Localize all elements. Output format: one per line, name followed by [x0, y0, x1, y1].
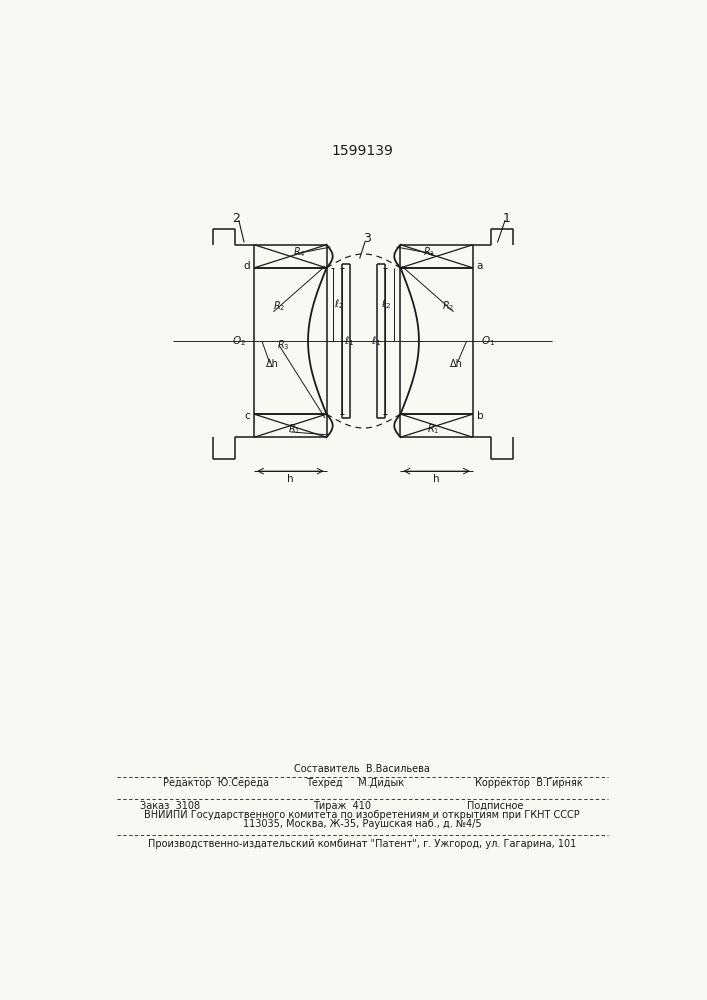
Text: a: a: [477, 261, 483, 271]
Text: h: h: [287, 474, 293, 484]
Text: Составитель  В.Васильева: Составитель В.Васильева: [294, 764, 430, 774]
Text: $R_2$: $R_2$: [273, 299, 285, 313]
Text: $R_2$: $R_2$: [442, 299, 455, 313]
Text: Δh: Δh: [265, 359, 279, 369]
Text: $\ell_1$: $\ell_1$: [371, 334, 382, 348]
Text: Подписное: Подписное: [467, 801, 524, 811]
Text: $R_1$: $R_1$: [288, 423, 300, 436]
Text: 113035, Москва, Ж-35, Раушская наб., д. №4/5: 113035, Москва, Ж-35, Раушская наб., д. …: [243, 819, 481, 829]
Text: $O_1$: $O_1$: [481, 334, 495, 348]
Text: $O_2$: $O_2$: [233, 334, 247, 348]
Text: Техред     М.Дидык: Техред М.Дидык: [305, 778, 404, 788]
Text: 1599139: 1599139: [331, 144, 393, 158]
Text: d: d: [244, 261, 250, 271]
Text: $R_1$: $R_1$: [423, 246, 435, 259]
Text: $R_3$: $R_3$: [277, 338, 290, 352]
Text: Заказ  3108: Заказ 3108: [140, 801, 200, 811]
Text: ВНИИПИ Государственного комитета по изобретениям и открытиям при ГКНТ СССР: ВНИИПИ Государственного комитета по изоб…: [144, 810, 580, 820]
Text: Производственно-издательский комбинат "Патент", г. Ужгород, ул. Гагарина, 101: Производственно-издательский комбинат "П…: [148, 839, 576, 849]
Text: Тираж  410: Тираж 410: [313, 801, 371, 811]
Text: b: b: [477, 411, 484, 421]
Text: c: c: [245, 411, 250, 421]
Text: 2: 2: [233, 212, 240, 225]
Text: $\ell_2$: $\ell_2$: [382, 298, 392, 311]
Text: $\ell_1$: $\ell_1$: [344, 334, 355, 348]
Text: 1: 1: [503, 212, 510, 225]
Text: Δh: Δh: [450, 359, 462, 369]
Text: $R_1$: $R_1$: [426, 423, 439, 436]
Text: Корректор  В.Гирняк: Корректор В.Гирняк: [475, 778, 583, 788]
Text: h: h: [433, 474, 440, 484]
Text: Редактор  Ю.Середа: Редактор Ю.Середа: [163, 778, 269, 788]
Text: $R_4$: $R_4$: [293, 246, 306, 259]
Text: 3: 3: [363, 232, 370, 245]
Text: $\ell_2$: $\ell_2$: [334, 298, 345, 311]
